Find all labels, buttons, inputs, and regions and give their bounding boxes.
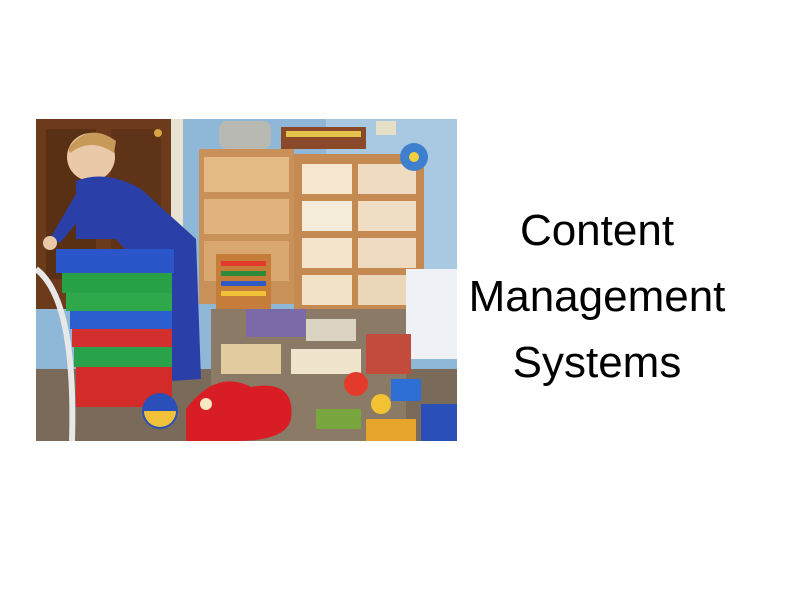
slide-title: Content Management Systems [462, 198, 732, 396]
title-line-management: Management [468, 272, 726, 321]
messy-playroom-photo [36, 119, 457, 441]
title-line-systems: Systems [512, 338, 682, 387]
title-line-content: Content [519, 206, 675, 255]
